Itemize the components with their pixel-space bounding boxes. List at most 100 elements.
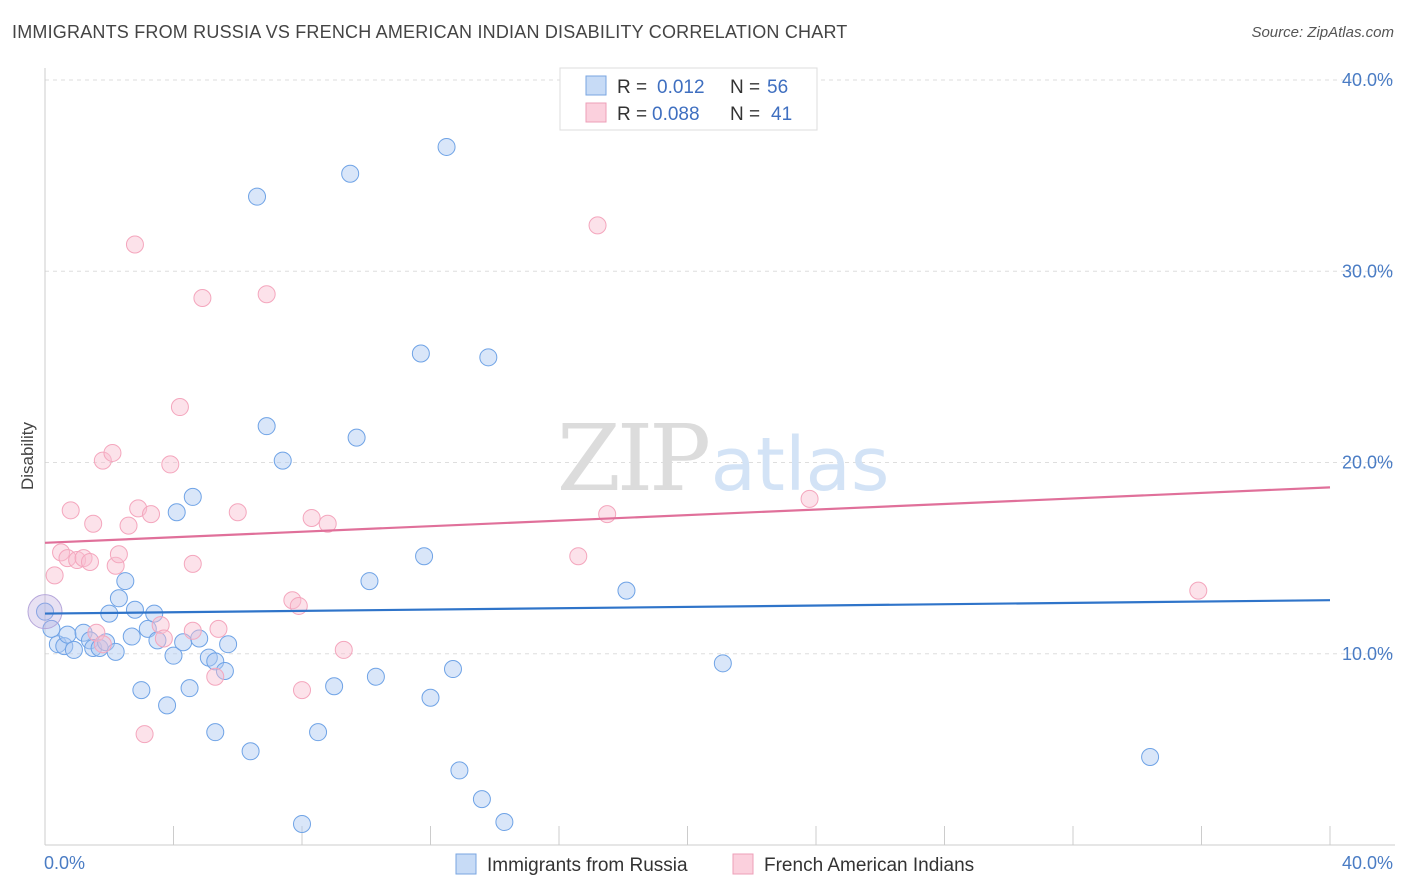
point-french-17 [135,725,154,744]
point-russia-46 [421,688,440,707]
legend-swatch-russia [585,75,607,96]
point-french-33 [302,508,321,527]
point-russia-47 [437,137,456,156]
legend-r-label-russia: R = [617,77,647,98]
point-russia-2 [48,635,67,654]
point-russia-45 [415,547,434,566]
point-russia-51 [479,348,498,367]
point-french-10 [93,451,112,470]
point-russia-40 [341,164,360,183]
watermark: ZIP atlas [557,405,890,512]
point-russia-6 [74,623,93,642]
point-russia-27 [190,629,209,648]
point-french-15 [125,235,144,254]
point-russia-15 [122,627,141,646]
point-russia-25 [180,679,199,698]
point-french-12 [106,556,125,575]
grid-lines [45,79,1395,655]
point-french-14 [119,516,138,535]
legend-r-value-russia: 0.012 [657,77,705,98]
point-french-36 [569,547,588,566]
point-cluster-origin [27,594,63,630]
point-french-22 [170,398,189,417]
point-russia-21 [158,696,177,715]
legend-top: R = 0.012 N = 56 R = 0.088 N = 41 [559,67,818,131]
trend-line-russia [44,599,1331,615]
point-russia-49 [450,761,469,780]
y-tick-labels: 10.0% 20.0% 30.0% 40.0% [1342,70,1393,664]
point-french-32 [293,681,311,700]
legend-bottom-label-russia: Immigrants from Russia [487,855,688,876]
y-tick-label: 20.0% [1342,453,1393,473]
legend-bottom-label-french: French American Indians [764,855,974,876]
point-french-34 [318,514,337,533]
watermark-zip: ZIP [557,405,708,512]
point-russia-4 [58,625,77,644]
point-french-11 [103,443,122,462]
point-french-40 [1189,581,1208,600]
x-tick-label: 0.0% [44,853,85,873]
point-russia-23 [167,503,186,522]
point-russia-13 [109,589,128,608]
legend-n-label-russia: N = [730,77,760,98]
legend-bottom-swatch-russia [455,853,477,875]
legend-swatch-french [585,102,607,123]
point-russia-39 [325,677,344,696]
trend-line-french [44,486,1331,544]
point-russia-26 [183,487,202,506]
point-french-35 [334,640,353,659]
point-french-9 [93,635,112,654]
point-russia-53 [617,581,636,600]
point-french-38 [598,505,617,524]
y-tick-label: 10.0% [1342,644,1393,664]
x-tick-label: 40.0% [1342,853,1393,873]
legend-n-value-french: 41 [771,104,792,125]
point-french-18 [142,505,161,524]
point-french-19 [151,616,170,635]
y-tick-label: 40.0% [1342,70,1393,90]
point-russia-55 [1141,748,1160,767]
point-russia-41 [347,428,366,447]
point-french-26 [206,667,225,686]
point-russia-5 [64,640,83,659]
point-russia-17 [132,681,151,700]
legend-bottom-swatch-french [732,853,754,875]
point-russia-30 [206,723,225,742]
point-russia-3 [55,637,74,656]
point-russia-29 [206,652,225,671]
y-axis-label: Disability [18,421,37,490]
legend-r-label-french: R = [617,104,647,125]
point-russia-33 [241,742,260,761]
legend-bottom: Immigrants from Russia French American I… [455,853,974,876]
point-russia-22 [164,646,183,665]
point-russia-54 [713,654,732,673]
point-french-24 [183,621,202,640]
point-french-29 [257,285,276,304]
point-russia-48 [443,660,462,679]
legend-n-label-french: N = [730,104,760,125]
point-russia-52 [495,813,514,832]
x-tick-labels: 0.0% 40.0% [44,853,1393,873]
legend-n-value-russia: 56 [767,77,788,98]
point-russia-20 [148,631,167,650]
point-french-6 [80,552,99,571]
chart-title: IMMIGRANTS FROM RUSSIA VS FRENCH AMERICA… [12,22,848,42]
point-russia-16 [125,600,144,619]
point-russia-35 [257,417,276,436]
point-russia-42 [360,572,379,591]
y-tick-label: 30.0% [1342,261,1393,281]
trend-lines [44,486,1331,615]
legend-r-value-french: 0.088 [652,104,700,125]
point-russia-50 [472,790,491,809]
point-french-21 [161,455,180,474]
point-russia-34 [248,187,267,206]
point-french-7 [84,514,103,533]
point-russia-14 [116,572,135,591]
point-french-13 [109,545,128,564]
point-french-23 [183,554,202,573]
watermark-atlas: atlas [711,422,890,508]
point-russia-10 [97,633,116,652]
point-russia-38 [309,723,328,742]
point-french-0 [45,566,64,585]
